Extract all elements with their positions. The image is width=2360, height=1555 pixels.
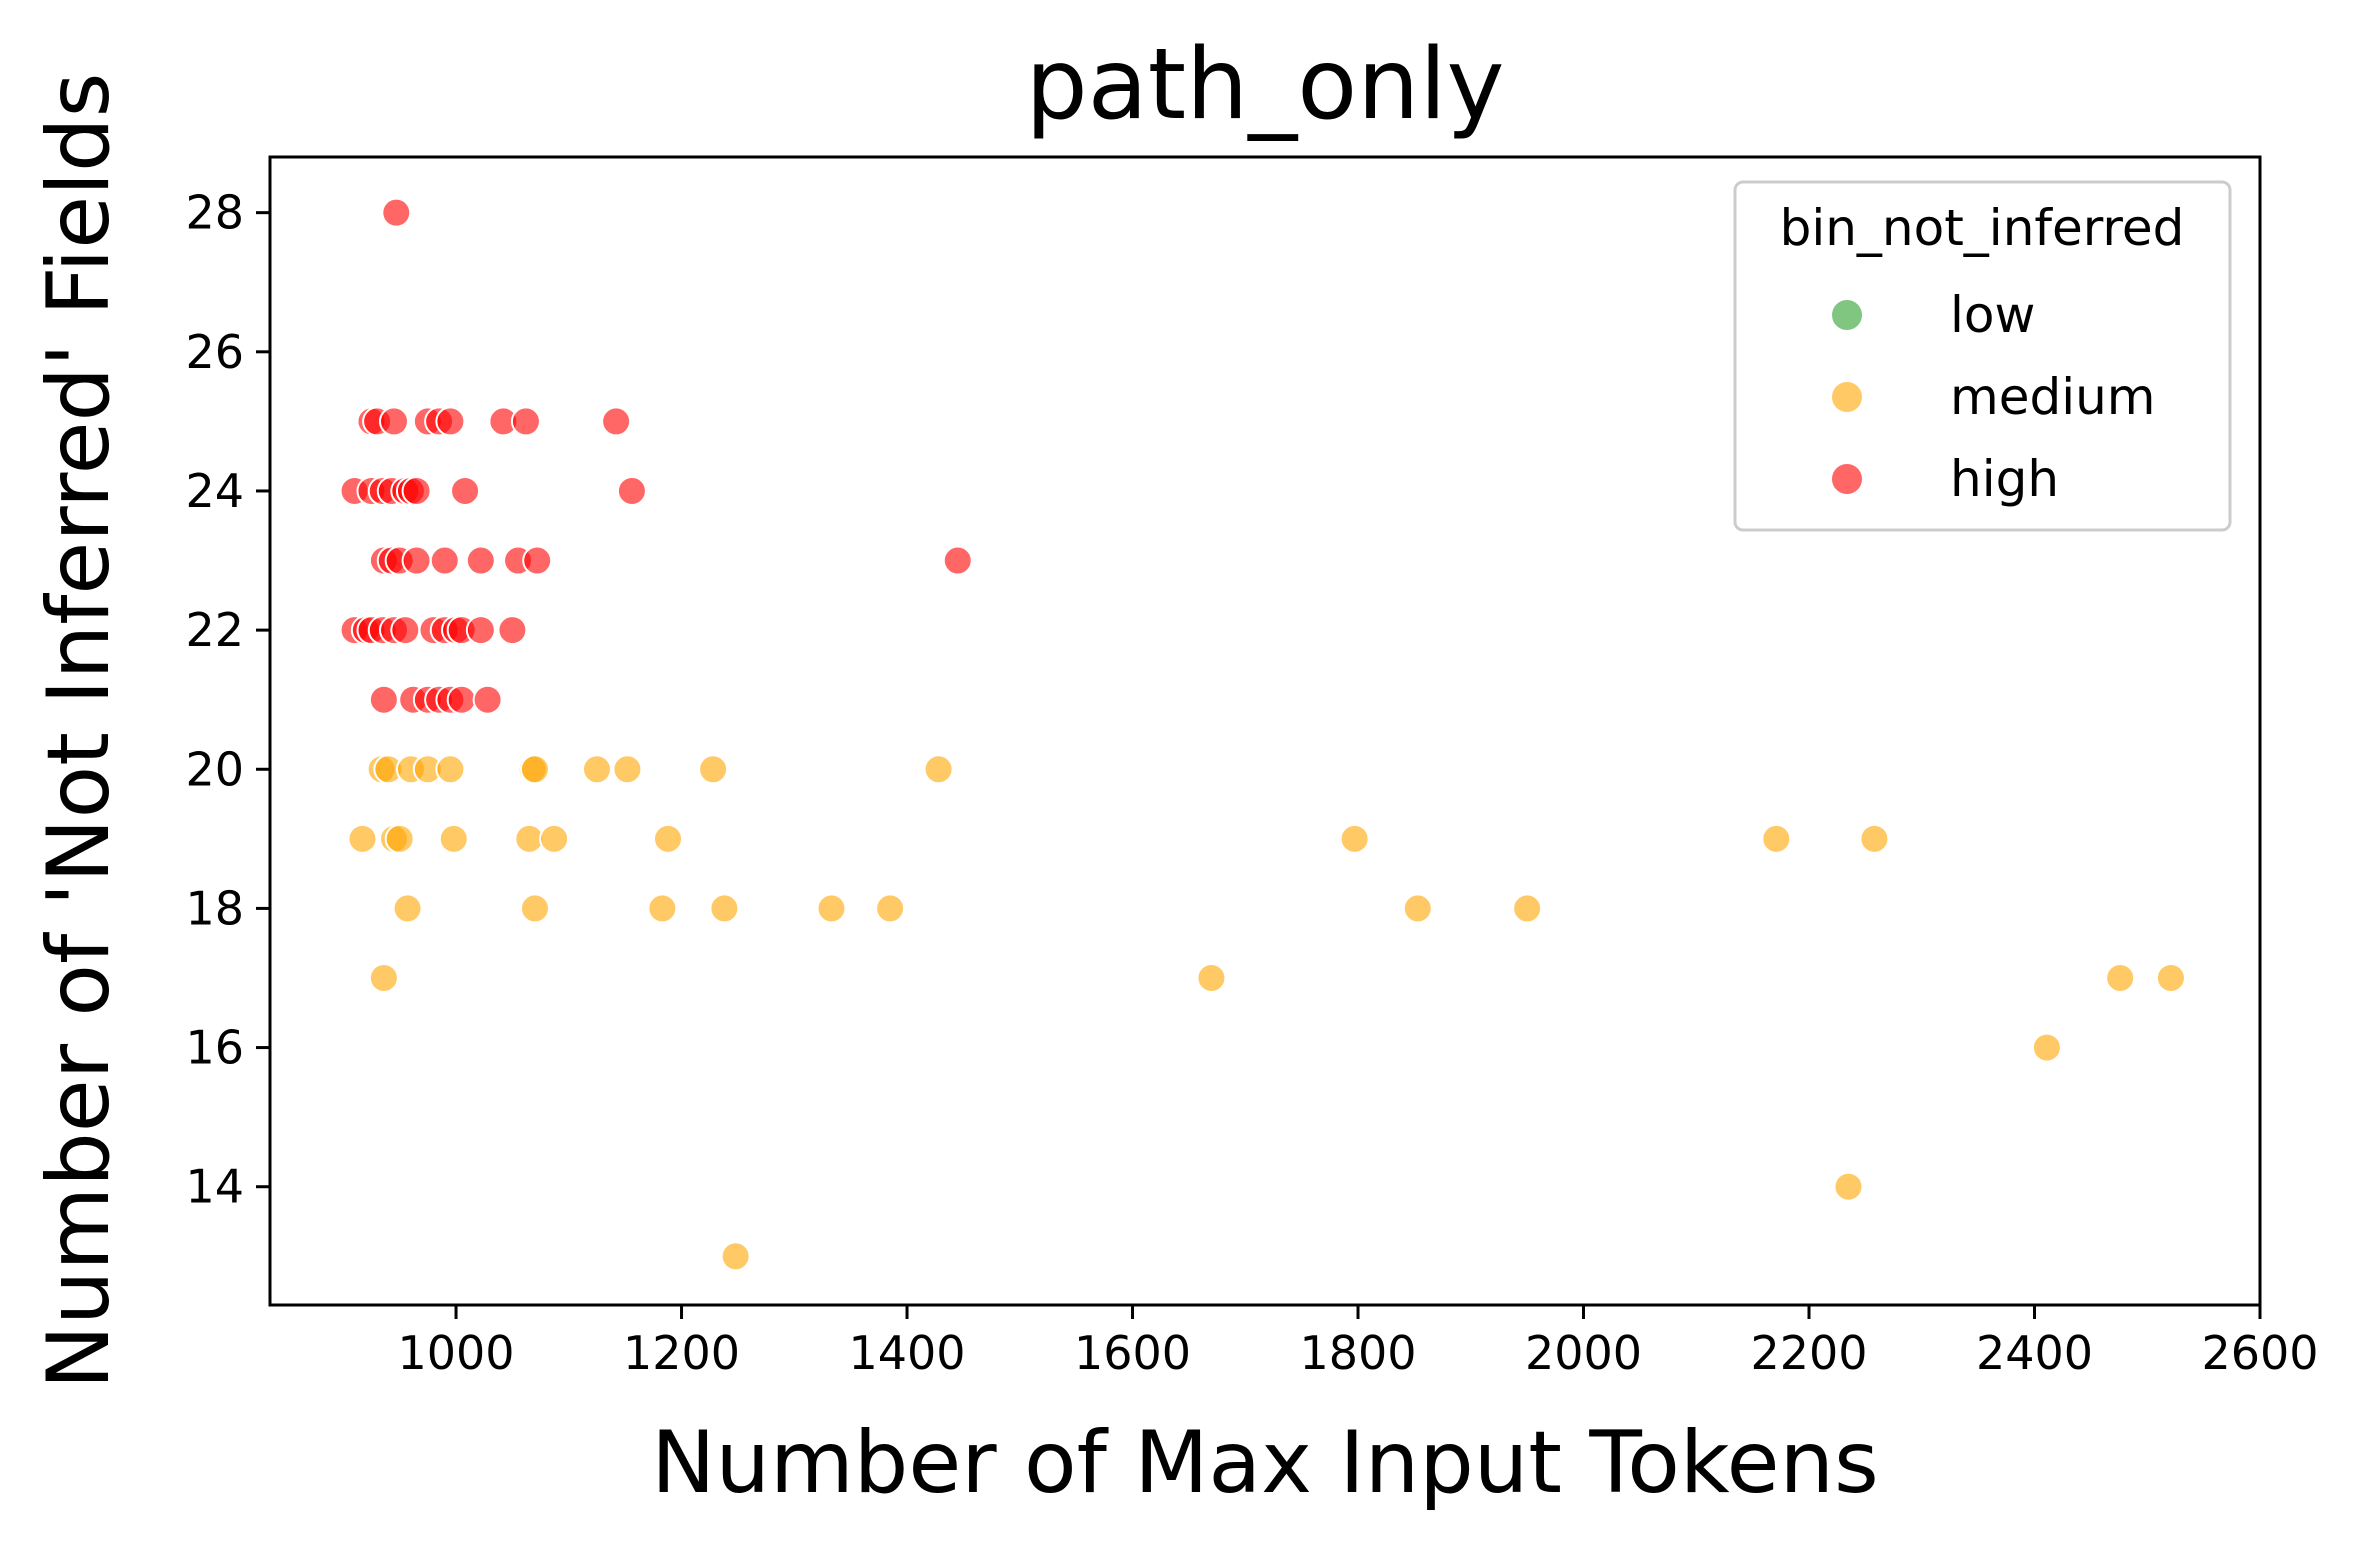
chart-title: path_only [1025, 28, 1504, 142]
y-tick-label: 18 [185, 881, 244, 935]
data-point-medium [923, 754, 954, 785]
data-point-medium [653, 823, 683, 854]
data-point-high [446, 684, 477, 715]
data-point-medium [709, 893, 740, 924]
data-point-high [465, 615, 496, 646]
data-point-medium [1512, 893, 1543, 924]
x-axis-ticks: 1000 1200 1400 1600 1800 2000 2200 2400 2600 [397, 1305, 2319, 1380]
y-tick-label: 16 [185, 1021, 244, 1075]
data-point-high [435, 406, 466, 437]
legend-marker-low [1830, 298, 1864, 332]
data-point-medium [368, 962, 399, 993]
data-point-medium [1859, 823, 1890, 854]
data-point-medium [519, 893, 550, 924]
data-point-medium [875, 893, 906, 924]
data-point-high [401, 545, 432, 576]
data-point-high [381, 197, 412, 228]
legend-box [1733, 180, 2232, 532]
data-point-medium [612, 754, 643, 785]
data-point-high [601, 406, 632, 437]
data-point-high [429, 545, 460, 576]
data-point-high [497, 615, 528, 646]
data-point-high [510, 406, 541, 437]
y-tick-label: 24 [185, 464, 244, 518]
data-point-medium [438, 823, 469, 854]
data-point-high [368, 684, 399, 715]
data-point-medium [392, 893, 423, 924]
data-point-high [401, 475, 432, 506]
data-point-medium [816, 893, 847, 924]
legend-marker-high [1830, 462, 1864, 496]
x-tick-label: 2000 [1525, 1326, 1642, 1380]
data-point-medium [647, 893, 678, 924]
data-point-medium [1339, 823, 1370, 854]
x-axis-label: Number of Max Input Tokens [651, 1413, 1879, 1513]
data-point-medium [435, 754, 466, 785]
data-point-high [472, 684, 503, 715]
data-point-medium [1402, 893, 1433, 924]
plot-frame [268, 155, 2262, 1307]
data-point-medium [519, 754, 550, 785]
data-point-medium [384, 823, 415, 854]
legend-items: low medium high [1830, 286, 2156, 508]
legend: bin_not_inferred low medium high [1733, 180, 2232, 532]
data-point-medium [1196, 962, 1227, 993]
data-point-medium [720, 1241, 751, 1272]
data-point-high [390, 615, 421, 646]
x-tick-label: 2400 [1976, 1326, 2093, 1380]
y-tick-label: 26 [185, 325, 244, 379]
data-point-medium [581, 754, 612, 785]
data-point-high [450, 475, 481, 506]
data-point-medium [698, 754, 729, 785]
legend-label-high: high [1950, 450, 2059, 508]
y-tick-label: 28 [185, 186, 244, 240]
data-point-high [522, 545, 553, 576]
data-point-medium [347, 823, 378, 854]
legend-label-medium: medium [1950, 368, 2156, 426]
y-tick-label: 20 [185, 742, 244, 796]
legend-label-low: low [1950, 286, 2035, 344]
x-tick-label: 1600 [1074, 1326, 1191, 1380]
y-tick-label: 22 [185, 603, 244, 657]
data-point-medium [2155, 962, 2186, 993]
legend-marker-medium [1830, 380, 1864, 414]
y-axis-ticks: 14 16 18 20 22 24 26 28 [185, 186, 270, 1214]
x-tick-label: 1400 [848, 1326, 965, 1380]
data-point-medium [1833, 1171, 1864, 1202]
data-point-high [465, 545, 496, 576]
data-point-medium [539, 823, 570, 854]
data-point-high [942, 545, 973, 576]
data-points [339, 197, 2186, 1272]
x-tick-label: 2200 [1750, 1326, 1867, 1380]
data-point-medium [2031, 1032, 2062, 1063]
data-point-medium [2105, 962, 2136, 993]
x-tick-label: 1800 [1299, 1326, 1416, 1380]
y-axis-label: Number of 'Not Inferred' Fields [29, 73, 129, 1390]
x-tick-label: 1000 [397, 1326, 514, 1380]
data-point-medium [1761, 823, 1792, 854]
legend-title: bin_not_inferred [1780, 199, 2185, 257]
x-tick-label: 1200 [623, 1326, 740, 1380]
x-tick-label: 2600 [2201, 1326, 2318, 1380]
data-point-medium [514, 823, 545, 854]
y-tick-label: 14 [185, 1160, 244, 1214]
data-point-high [379, 406, 410, 437]
data-point-high [616, 475, 647, 506]
